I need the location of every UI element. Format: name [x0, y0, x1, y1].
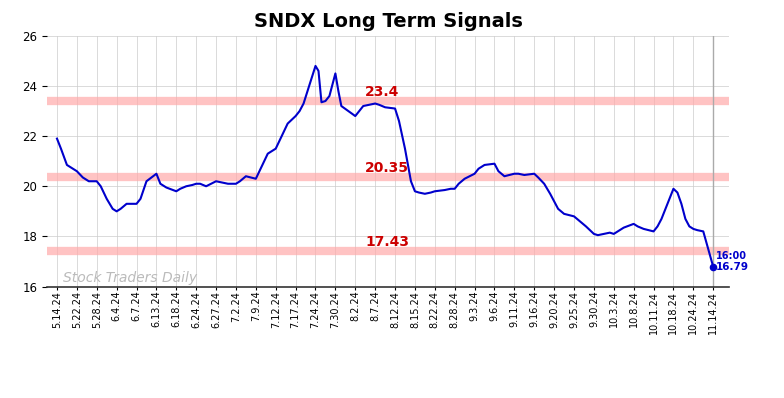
Text: Stock Traders Daily: Stock Traders Daily: [63, 271, 197, 285]
Title: SNDX Long Term Signals: SNDX Long Term Signals: [254, 12, 522, 31]
Text: 20.35: 20.35: [365, 162, 409, 176]
Text: 16.79: 16.79: [717, 262, 750, 272]
Point: [707, 263, 720, 270]
Text: 16:00: 16:00: [717, 251, 747, 261]
Text: 23.4: 23.4: [365, 85, 400, 99]
Text: 17.43: 17.43: [365, 235, 409, 249]
